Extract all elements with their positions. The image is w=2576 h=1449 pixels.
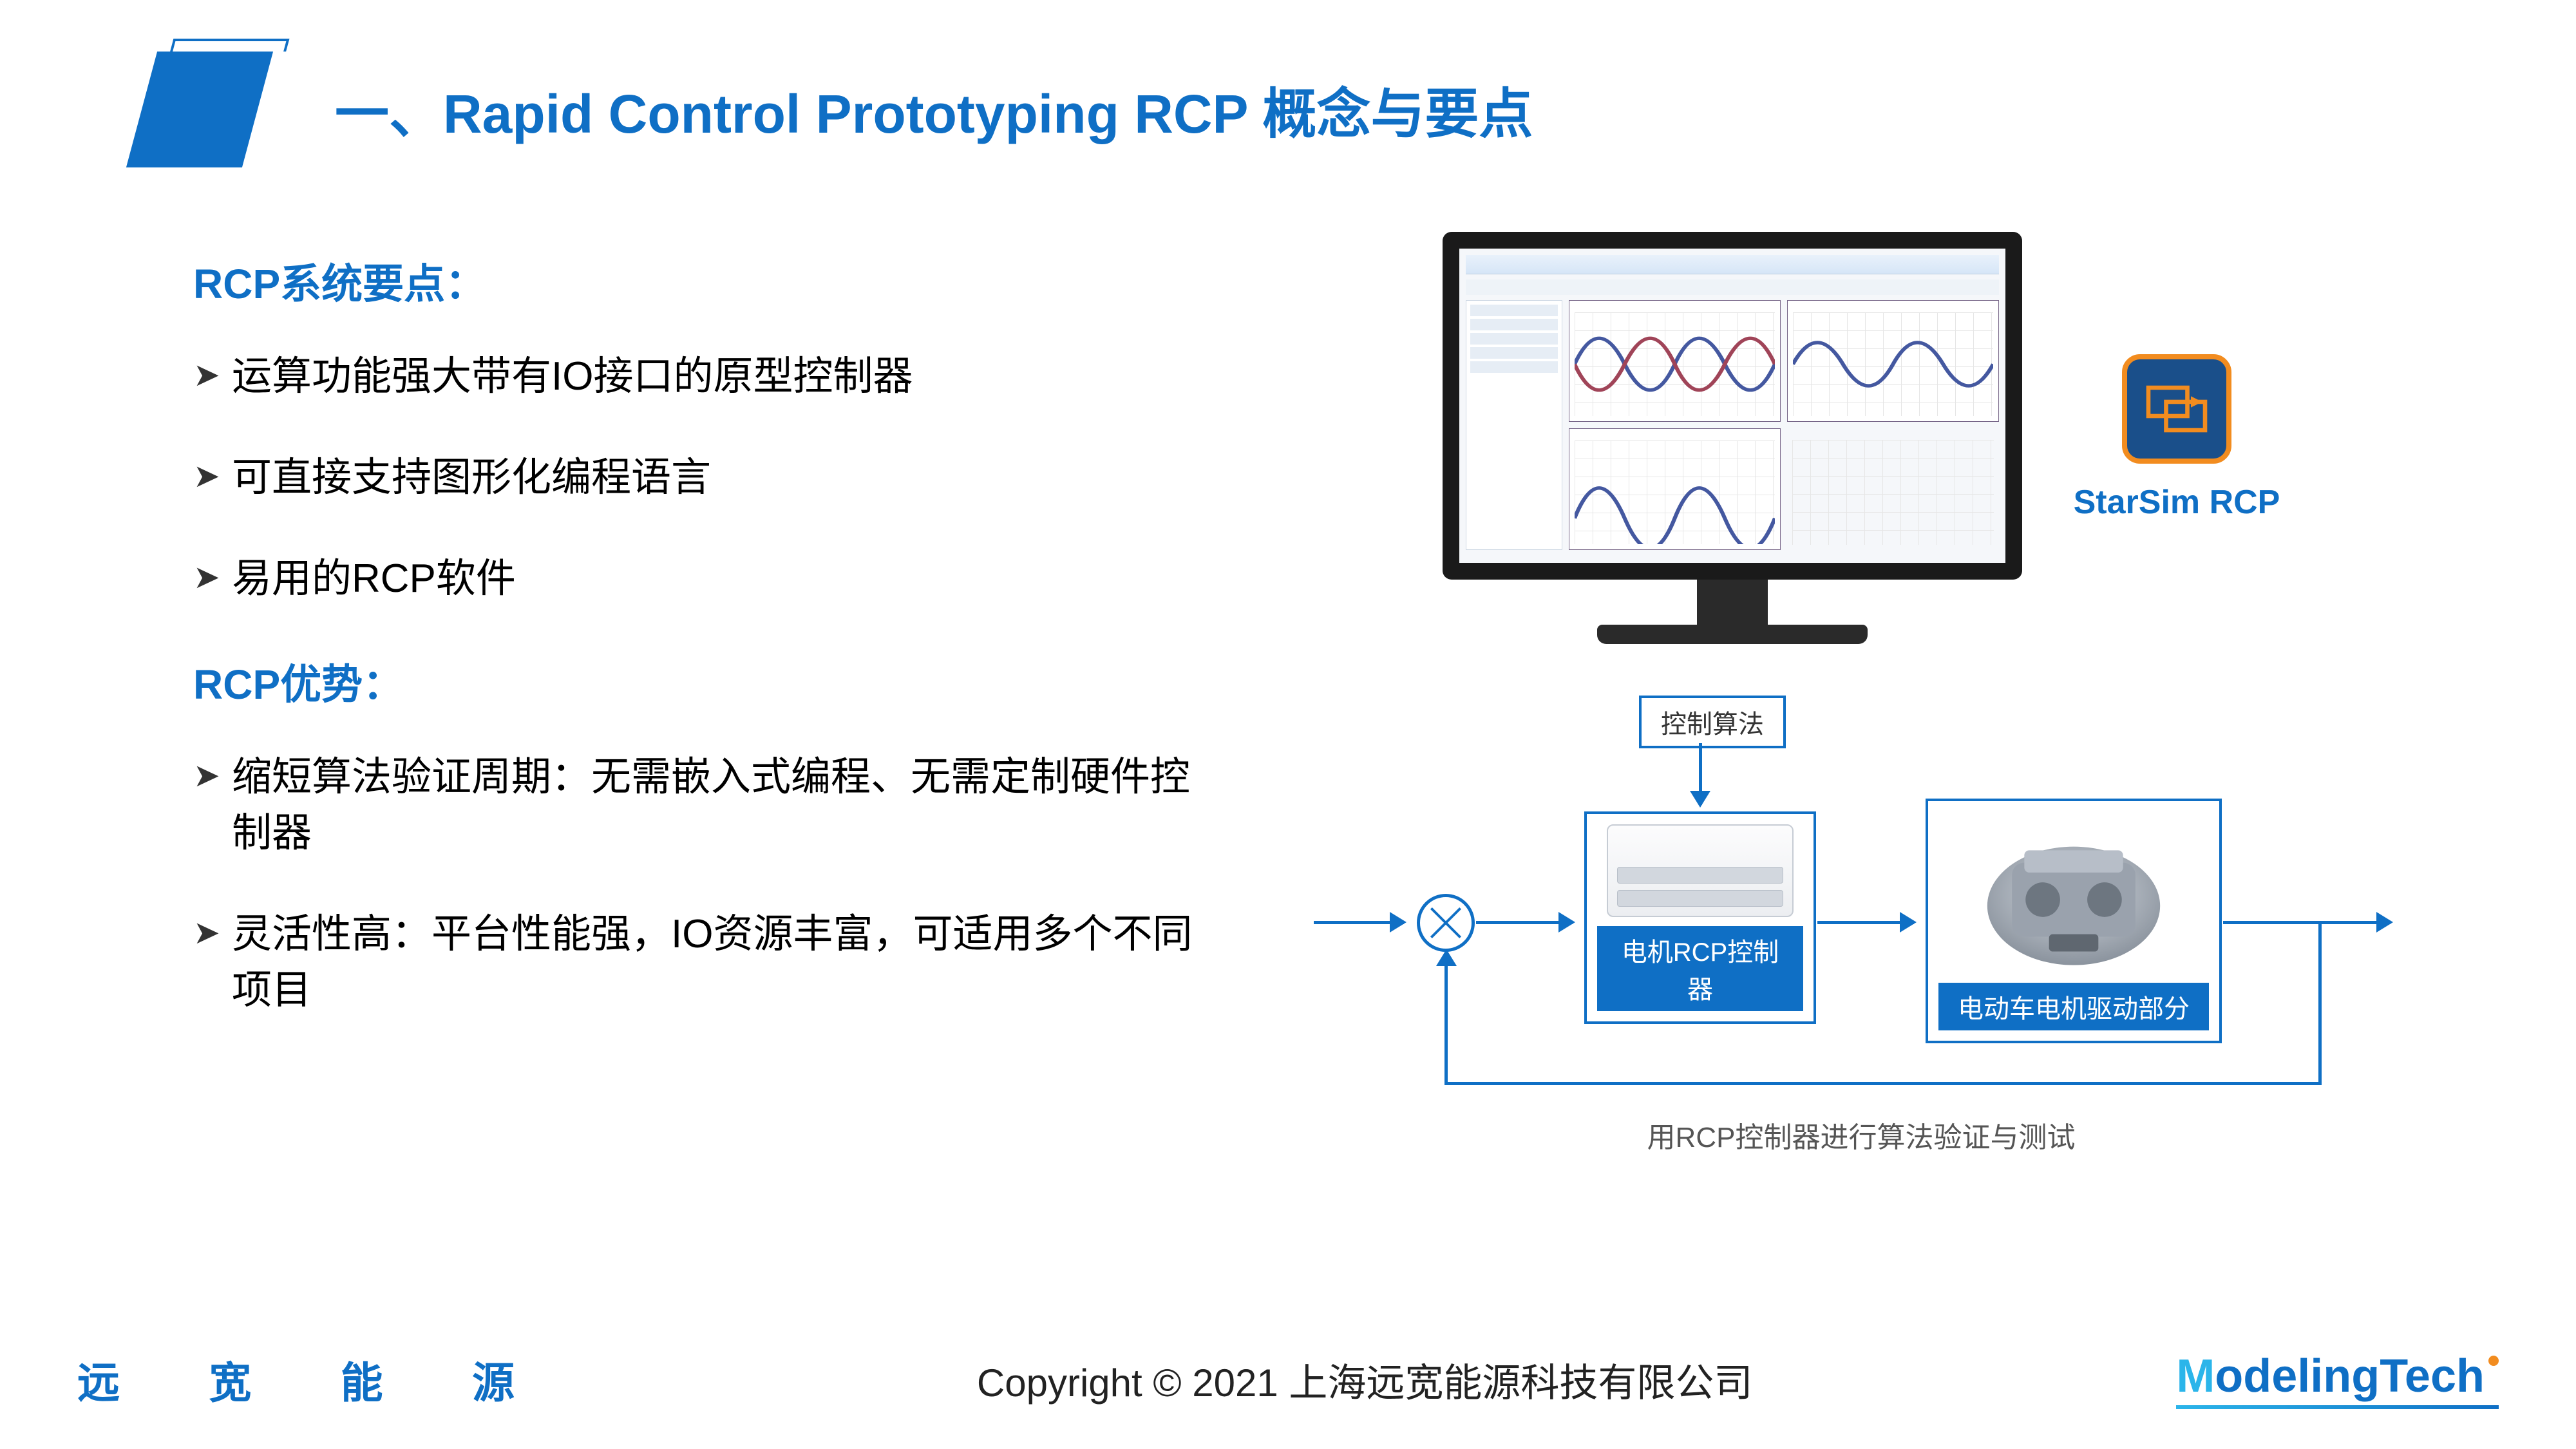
- bullet-marker-icon: ➤: [193, 750, 232, 801]
- feedback-line: [2318, 921, 2322, 1082]
- footer: 远 宽 能 源 Copyright © 2021 上海远宽能源科技有限公司 Mo…: [0, 1349, 2576, 1410]
- right-column: StarSim RCP 控制算法: [1262, 232, 2460, 1155]
- logo-underline: [2176, 1405, 2499, 1409]
- arrow-algo-down: [1699, 743, 1702, 805]
- slide-header: 一、Rapid Control Prototyping RCP 概念与要点: [142, 52, 2460, 167]
- logo-dot-icon: [2488, 1356, 2499, 1366]
- bullet-marker-icon: ➤: [193, 450, 232, 502]
- monitor-stand-base: [1597, 625, 1868, 644]
- bullet-item: ➤ 可直接支持图形化编程语言: [193, 450, 1211, 506]
- bullet-text: 运算功能强大带有IO接口的原型控制器: [232, 349, 1211, 405]
- app-icon-group: StarSim RCP: [2074, 354, 2280, 522]
- monitor-screen: [1443, 232, 2022, 580]
- diagram-caption: 用RCP控制器进行算法验证与测试: [1647, 1114, 2076, 1155]
- logo-rest: odelingTech: [2215, 1350, 2485, 1403]
- bullet-text: 缩短算法验证周期：无需嵌入式编程、无需定制硬件控制器: [232, 750, 1211, 862]
- app-toolbar: [1466, 279, 1999, 295]
- top-graphics-row: StarSim RCP: [1262, 232, 2460, 644]
- app-body: [1466, 300, 1999, 550]
- bullet-text: 易用的RCP软件: [232, 551, 1211, 607]
- logo-text: ModelingTech: [2176, 1350, 2499, 1403]
- arrow-input: [1314, 921, 1404, 924]
- algo-box: 控制算法: [1639, 696, 1786, 748]
- bullet-marker-icon: ➤: [193, 551, 232, 603]
- section2-heading: RCP优势：: [193, 652, 1211, 711]
- rcp-device-icon: [1607, 824, 1794, 917]
- feedback-line: [1444, 1082, 2322, 1085]
- feedback-line: [1444, 966, 1448, 1085]
- bullet-marker-icon: ➤: [193, 907, 232, 958]
- controller-box-label: 电机RCP控制器: [1597, 926, 1803, 1011]
- bullet-text: 可直接支持图形化编程语言: [232, 450, 1211, 506]
- bullet-item: ➤ 易用的RCP软件: [193, 551, 1211, 607]
- arrow-output: [2223, 921, 2391, 924]
- logo-m: M: [2176, 1350, 2215, 1403]
- bullet-marker-icon: ➤: [193, 349, 232, 401]
- algo-box-label: 控制算法: [1661, 710, 1764, 739]
- arrow-feedback-into-sum: [1444, 952, 1448, 966]
- app-main: [1569, 300, 1999, 550]
- rcp-diagram: 控制算法 电机RC: [1314, 696, 2409, 1095]
- scope-panel: [1787, 428, 1999, 550]
- brand-cn: 远 宽 能 源: [77, 1349, 553, 1410]
- drive-box: 电动车电机驱动部分: [1926, 799, 2222, 1043]
- scope-panel: [1569, 428, 1781, 550]
- scope-panel: [1787, 300, 1999, 422]
- left-column: RCP系统要点： ➤ 运算功能强大带有IO接口的原型控制器 ➤ 可直接支持图形化…: [116, 232, 1211, 1155]
- sum-junction-icon: [1417, 894, 1475, 952]
- logo: ModelingTech: [2176, 1350, 2499, 1409]
- app-titlebar: [1466, 255, 1999, 274]
- app-sidebar: [1466, 300, 1562, 550]
- starsim-app-icon: [2122, 354, 2231, 464]
- copyright-text: Copyright © 2021 上海远宽能源科技有限公司: [977, 1352, 1752, 1408]
- monitor-graphic: [1443, 232, 2022, 644]
- bullet-text: 灵活性高：平台性能强，IO资源丰富，可适用多个不同项目: [232, 907, 1211, 1019]
- engine-icon: [1974, 826, 2174, 974]
- diagram-wrap: 控制算法 电机RC: [1262, 696, 2460, 1155]
- scope-panel: [1569, 300, 1781, 422]
- slide-title: 一、Rapid Control Prototyping RCP 概念与要点: [335, 71, 1533, 149]
- drive-box-label: 电动车电机驱动部分: [1938, 983, 2209, 1030]
- monitor-stand-neck: [1697, 580, 1768, 625]
- app-label: StarSim RCP: [2074, 483, 2280, 522]
- arrow-ctrl-to-drive: [1817, 921, 1914, 924]
- header-decoration-icon: [126, 52, 273, 167]
- content-row: RCP系统要点： ➤ 运算功能强大带有IO接口的原型控制器 ➤ 可直接支持图形化…: [116, 232, 2460, 1155]
- section1-heading: RCP系统要点：: [193, 251, 1211, 310]
- bullet-item: ➤ 灵活性高：平台性能强，IO资源丰富，可适用多个不同项目: [193, 907, 1211, 1019]
- slide: 一、Rapid Control Prototyping RCP 概念与要点 RC…: [0, 0, 2576, 1449]
- bullet-item: ➤ 运算功能强大带有IO接口的原型控制器: [193, 349, 1211, 405]
- controller-box: 电机RCP控制器: [1584, 811, 1816, 1024]
- arrow-sum-to-ctrl: [1476, 921, 1573, 924]
- bullet-item: ➤ 缩短算法验证周期：无需嵌入式编程、无需定制硬件控制器: [193, 750, 1211, 862]
